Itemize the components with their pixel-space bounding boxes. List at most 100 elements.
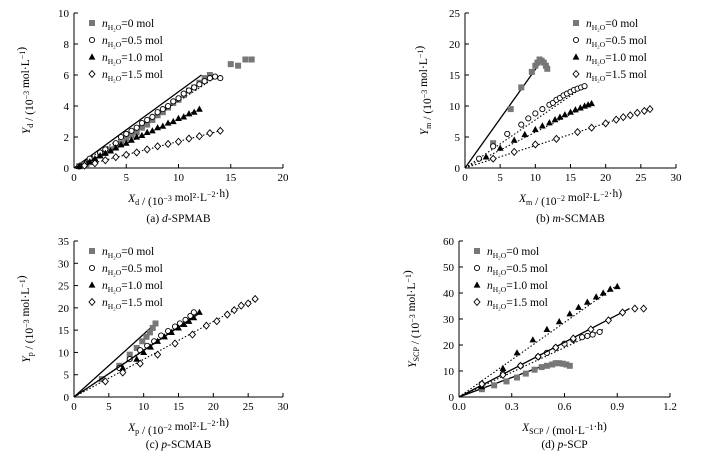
data-point — [91, 159, 99, 168]
data-point — [138, 131, 146, 139]
legend-label: nH₂O=0.5 mol — [586, 35, 647, 49]
data-point — [188, 330, 197, 339]
data-point — [518, 84, 525, 91]
data-point — [126, 351, 133, 358]
data-point — [584, 332, 591, 339]
data-point — [153, 142, 162, 151]
data-point — [190, 108, 198, 115]
data-point — [202, 321, 210, 330]
fit-line — [458, 308, 630, 398]
data-point — [581, 83, 588, 90]
data-point — [133, 133, 141, 140]
data-point — [133, 124, 140, 131]
y-tick-label: 5 — [64, 370, 70, 382]
data-point — [237, 301, 245, 310]
y-tick-label: 4 — [64, 101, 70, 113]
data-point — [180, 113, 188, 120]
data-point — [588, 99, 595, 107]
x-tick-label: 30 — [278, 401, 290, 413]
data-point — [123, 135, 130, 142]
y-tick-label: 0 — [455, 163, 461, 175]
legend-label: nH₂O=1.0 mol — [102, 52, 163, 66]
legend-marker — [88, 69, 96, 79]
data-point — [144, 116, 151, 123]
data-point — [185, 110, 193, 117]
y-tick-label: 0 — [64, 163, 70, 175]
data-point — [566, 310, 574, 317]
data-point — [566, 362, 573, 369]
data-point — [575, 303, 582, 310]
x-axis-label: Xd / (10−3 mol²·L−2·h) — [127, 188, 229, 208]
data-point — [518, 121, 525, 128]
data-point — [164, 102, 172, 110]
legend-marker — [572, 69, 580, 79]
legend-marker — [88, 281, 96, 288]
x-tick-label: 0 — [71, 172, 77, 184]
y-tick-label: 25 — [449, 8, 461, 20]
data-point — [185, 317, 193, 324]
chart-1: 0 5 10 15 20 25 30 0 5 10 15 20 25 Xm / (10−2 mol²·L−… — [414, 8, 682, 225]
data-point — [196, 81, 203, 88]
data-point — [606, 285, 614, 292]
data-point — [640, 304, 648, 313]
data-point — [619, 113, 627, 122]
data-point — [587, 325, 595, 334]
data-point — [122, 150, 130, 159]
fit-line — [458, 284, 618, 398]
legend-label: nH₂O=1.0 mol — [102, 280, 163, 294]
data-point — [540, 59, 547, 66]
y-tick-label: 35 — [58, 236, 70, 248]
data-point — [153, 350, 162, 359]
x-tick-label: 5 — [124, 172, 130, 184]
data-point — [161, 333, 168, 340]
data-point — [227, 61, 234, 68]
fit-line — [73, 74, 202, 169]
data-point — [592, 293, 600, 300]
y-tick-label: 20 — [449, 39, 461, 51]
y-tick-label: 40 — [443, 288, 455, 300]
legend-label: nH₂O=1.5 mol — [102, 69, 163, 83]
data-point — [154, 337, 161, 344]
data-point — [496, 144, 504, 151]
data-point — [552, 360, 559, 367]
data-point — [86, 158, 94, 165]
data-point — [626, 111, 634, 120]
data-point — [139, 338, 146, 345]
data-point — [122, 139, 130, 146]
data-point — [149, 116, 156, 123]
y-tick-label: 25 — [58, 281, 70, 293]
data-point — [206, 129, 214, 138]
legend-label: nH₂O=0.5 mol — [102, 263, 163, 277]
data-point — [489, 154, 497, 163]
x-axis-label: Xp / (10−2 mol²·L−2·h) — [127, 417, 229, 437]
data-point — [549, 361, 556, 368]
data-point — [119, 368, 127, 377]
data-point — [631, 304, 639, 313]
y-tick-label: 10 — [449, 101, 461, 113]
data-point — [538, 122, 546, 129]
data-point — [544, 65, 551, 72]
data-point — [589, 331, 596, 338]
legend-marker — [89, 20, 95, 26]
legend-label: nH₂O=0 mol — [102, 246, 154, 260]
y-tick-label: 10 — [58, 347, 70, 359]
data-point — [175, 95, 182, 102]
data-point — [128, 136, 135, 143]
data-point — [532, 110, 539, 117]
data-point — [640, 106, 648, 116]
y-tick-label: 15 — [449, 70, 461, 82]
data-point — [201, 78, 208, 85]
data-point — [138, 120, 145, 127]
fit-line — [464, 85, 585, 169]
x-tick-label: 0.3 — [505, 401, 519, 413]
data-point — [569, 334, 577, 343]
panel-caption: (d) p-SCP — [541, 439, 587, 451]
data-point — [152, 320, 159, 327]
data-point — [248, 56, 255, 63]
legend-label: nH₂O=0.5 mol — [487, 263, 548, 277]
x-tick-label: 30 — [671, 172, 683, 184]
data-point — [604, 316, 613, 325]
data-point — [551, 116, 559, 123]
data-point — [128, 127, 135, 134]
